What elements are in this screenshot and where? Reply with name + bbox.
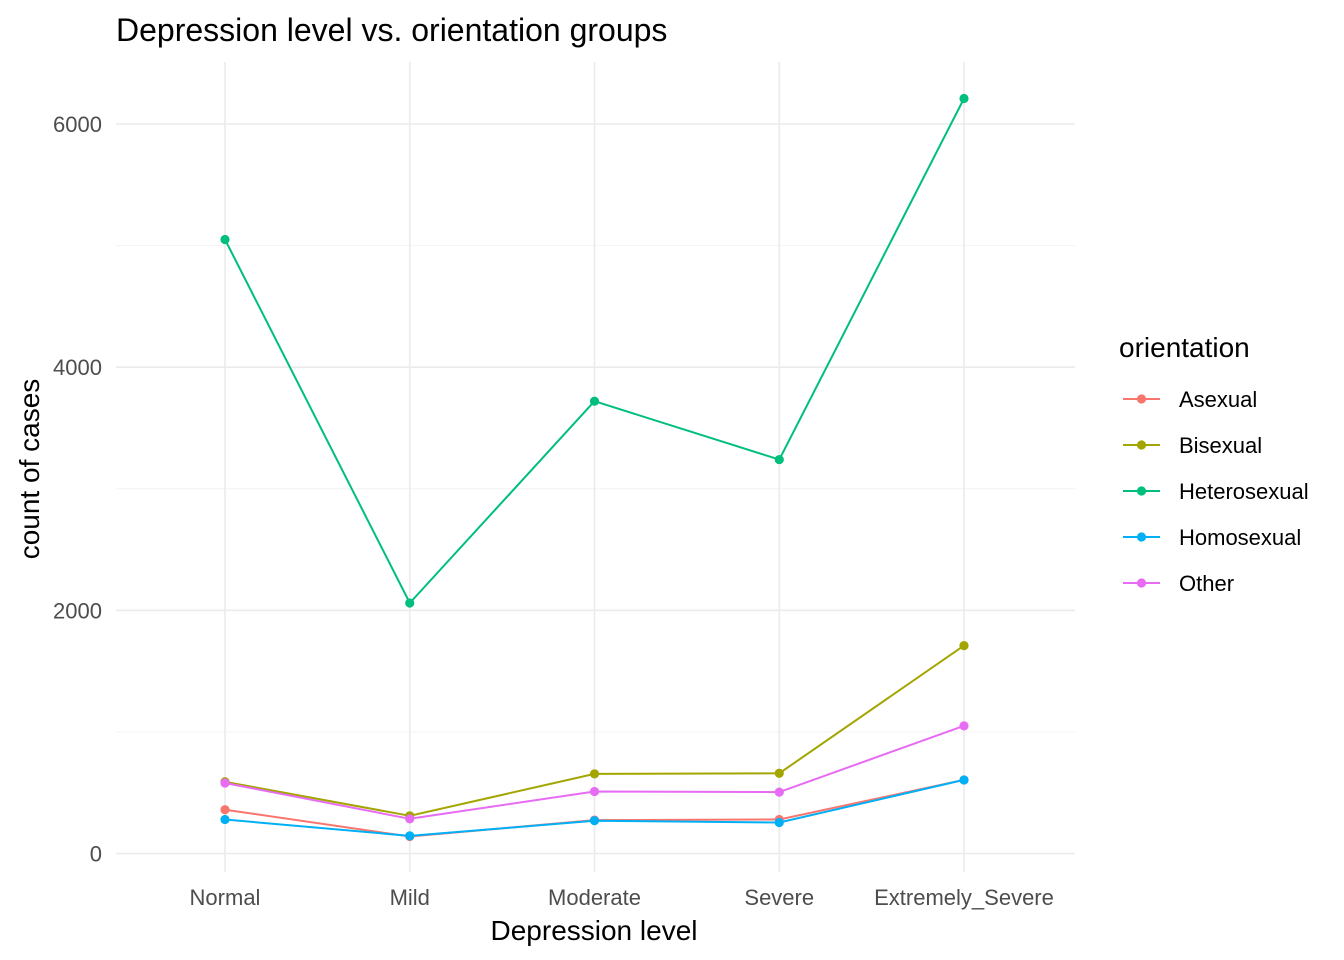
data-point-bisexual <box>959 640 969 651</box>
legend-key-point <box>1136 440 1147 450</box>
x-tick-label: Normal <box>190 885 261 910</box>
grid <box>116 62 1075 872</box>
data-point-heterosexual <box>774 454 784 465</box>
x-axis-title: Depression level <box>491 915 698 946</box>
y-axis-title: count of cases <box>14 379 45 560</box>
data-point-heterosexual <box>405 598 415 608</box>
series-points <box>220 93 969 842</box>
legend-key-point <box>1136 486 1147 496</box>
data-point-heterosexual <box>220 234 230 245</box>
data-point-other <box>774 787 784 797</box>
y-tick-label: 6000 <box>53 112 102 137</box>
data-point-heterosexual <box>959 93 969 104</box>
legend: orientation Asexual Bisexual Heterosexual H… <box>1119 332 1309 596</box>
legend-title: orientation <box>1119 332 1250 363</box>
data-point-bisexual <box>774 768 784 778</box>
data-point-other <box>405 814 415 824</box>
data-point-other <box>220 778 230 788</box>
y-tick-label: 0 <box>90 842 102 867</box>
legend-key-point <box>1136 578 1147 588</box>
y-tick-label: 2000 <box>53 598 102 623</box>
legend-label-bisexual: Bisexual <box>1179 433 1262 458</box>
data-point-homosexual <box>589 816 600 826</box>
legend-key-point <box>1136 394 1147 404</box>
chart-title: Depression level vs. orientation groups <box>116 12 667 48</box>
data-point-other <box>959 721 969 731</box>
data-point-homosexual <box>405 831 415 841</box>
x-tick-label: Severe <box>744 885 814 910</box>
y-tick-label: 4000 <box>53 355 102 380</box>
legend-label-asexual: Asexual <box>1179 387 1257 412</box>
data-point-heterosexual <box>589 396 600 406</box>
x-tick-label: Mild <box>390 885 430 910</box>
data-point-homosexual <box>774 817 784 828</box>
legend-label-homosexual: Homosexual <box>1179 525 1301 550</box>
data-point-bisexual <box>589 769 600 779</box>
legend-label-other: Other <box>1179 571 1234 596</box>
data-point-other <box>589 786 600 797</box>
y-tick-labels: 0 2000 4000 6000 <box>53 112 102 867</box>
data-point-asexual <box>220 805 230 815</box>
x-tick-label: Moderate <box>548 885 641 910</box>
x-tick-labels: Normal Mild Moderate Severe Extremely_Severe <box>190 885 1054 910</box>
legend-label-heterosexual: Heterosexual <box>1179 479 1309 504</box>
x-tick-label: Extremely_Severe <box>874 885 1054 910</box>
legend-key-point <box>1136 532 1147 542</box>
data-point-homosexual <box>959 775 969 785</box>
data-point-homosexual <box>220 814 230 825</box>
